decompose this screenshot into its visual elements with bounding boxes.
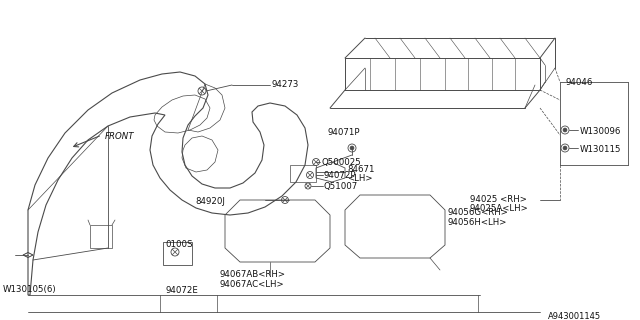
Text: <LH>: <LH> bbox=[347, 174, 372, 183]
Circle shape bbox=[348, 144, 356, 152]
Circle shape bbox=[561, 126, 569, 134]
Text: 94072P: 94072P bbox=[323, 171, 355, 180]
Text: 94072E: 94072E bbox=[165, 286, 198, 295]
Text: 94056G<RH>: 94056G<RH> bbox=[448, 208, 509, 217]
Circle shape bbox=[561, 144, 569, 152]
Circle shape bbox=[350, 146, 354, 150]
Text: 94071P: 94071P bbox=[327, 128, 360, 137]
Text: W130115: W130115 bbox=[580, 145, 621, 154]
Text: A943001145: A943001145 bbox=[548, 312, 601, 320]
Text: 84920J: 84920J bbox=[195, 197, 225, 206]
Text: 94056H<LH>: 94056H<LH> bbox=[448, 218, 508, 227]
Text: 94025A<LH>: 94025A<LH> bbox=[470, 204, 529, 213]
Text: 94067AB<RH>: 94067AB<RH> bbox=[220, 270, 286, 279]
Text: 94025 <RH>: 94025 <RH> bbox=[470, 195, 527, 204]
Text: 94067AC<LH>: 94067AC<LH> bbox=[220, 280, 285, 289]
Circle shape bbox=[563, 146, 567, 150]
Circle shape bbox=[563, 128, 567, 132]
Text: Q500025: Q500025 bbox=[321, 158, 361, 167]
Text: 94273: 94273 bbox=[272, 80, 300, 89]
Text: 0100S: 0100S bbox=[165, 240, 193, 249]
Text: W130105(6): W130105(6) bbox=[3, 285, 56, 294]
Text: Q51007: Q51007 bbox=[323, 182, 357, 191]
Text: FRONT: FRONT bbox=[105, 132, 134, 141]
Text: W130096: W130096 bbox=[580, 127, 621, 136]
Text: 84671: 84671 bbox=[347, 165, 374, 174]
Text: 94046: 94046 bbox=[565, 78, 593, 87]
